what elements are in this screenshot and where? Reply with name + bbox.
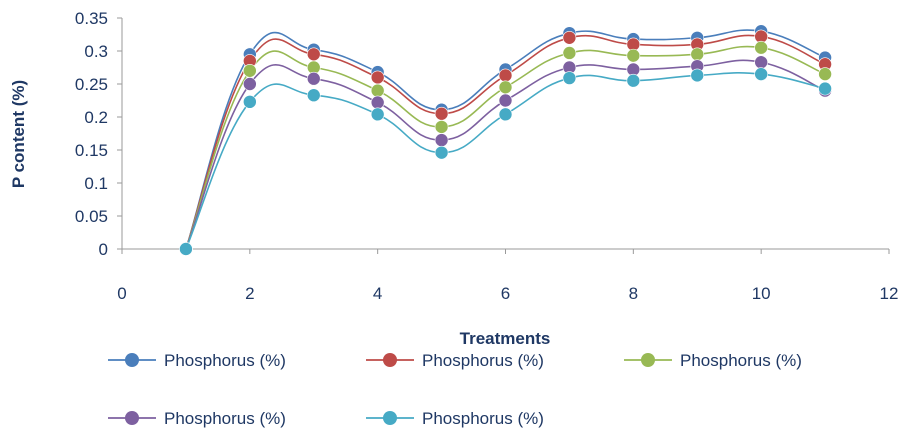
series-2-point bbox=[498, 68, 513, 83]
x-tick-label: 2 bbox=[245, 284, 254, 303]
series-2-point bbox=[370, 70, 385, 85]
legend-label: Phosphorus (%) bbox=[422, 409, 544, 428]
series-3-point bbox=[818, 67, 832, 81]
series-3-point bbox=[243, 64, 257, 78]
legend-label: Phosphorus (%) bbox=[422, 351, 544, 370]
legend-label: Phosphorus (%) bbox=[680, 351, 802, 370]
series-line-2 bbox=[185, 34, 826, 250]
y-tick-label: 0.05 bbox=[75, 207, 108, 226]
series-line-3 bbox=[185, 45, 826, 250]
y-tick-label: 0.25 bbox=[75, 75, 108, 94]
series-5-point bbox=[818, 81, 832, 96]
series-5-point bbox=[306, 88, 321, 103]
series-4-point bbox=[370, 95, 385, 110]
series-5-point bbox=[370, 107, 385, 122]
series-4-point bbox=[243, 77, 257, 91]
series-lines bbox=[185, 29, 826, 250]
series-5-point bbox=[179, 242, 193, 256]
legend-item-4: Phosphorus (%) bbox=[108, 409, 286, 428]
y-tick-label: 0.35 bbox=[75, 9, 108, 28]
legend-marker bbox=[125, 411, 139, 425]
series-5-point bbox=[243, 95, 257, 109]
series-3-point bbox=[754, 40, 768, 55]
legend-label: Phosphorus (%) bbox=[164, 409, 286, 428]
series-5-point bbox=[498, 107, 513, 122]
y-tick-label: 0.3 bbox=[84, 42, 108, 61]
series-markers bbox=[179, 24, 832, 256]
y-tick-label: 0.15 bbox=[75, 141, 108, 160]
x-tick-label: 12 bbox=[880, 284, 899, 303]
x-axis-title: Treatments bbox=[460, 329, 551, 348]
series-2-point bbox=[562, 30, 577, 45]
y-tick-label: 0 bbox=[99, 240, 108, 259]
chart-legend: Phosphorus (%) Phosphorus (%) Phosphorus (… bbox=[108, 351, 802, 428]
series-3-point bbox=[690, 47, 705, 62]
series-2-point bbox=[306, 47, 321, 62]
legend-marker bbox=[383, 411, 397, 425]
series-line-4 bbox=[185, 59, 826, 250]
series-4-point bbox=[754, 55, 768, 70]
y-tick-label: 0.1 bbox=[84, 174, 108, 193]
series-5-point bbox=[434, 145, 449, 160]
series-line-1 bbox=[185, 29, 826, 250]
x-tick-label: 6 bbox=[501, 284, 510, 303]
x-tick-label: 10 bbox=[752, 284, 771, 303]
legend-item-3: Phosphorus (%) bbox=[624, 351, 802, 370]
series-5-point bbox=[754, 67, 768, 81]
series-line-5 bbox=[185, 72, 826, 250]
y-tick-label: 0.2 bbox=[84, 108, 108, 127]
series-4-point bbox=[498, 93, 513, 108]
x-tick-label: 8 bbox=[629, 284, 638, 303]
series-4-point bbox=[434, 133, 449, 147]
legend-label: Phosphorus (%) bbox=[164, 351, 286, 370]
legend-item-1: Phosphorus (%) bbox=[108, 351, 286, 370]
series-4-point bbox=[306, 71, 321, 86]
y-axis-title: P content (%) bbox=[9, 80, 28, 188]
legend-marker bbox=[641, 353, 655, 367]
legend-marker bbox=[125, 353, 139, 367]
series-5-point bbox=[626, 73, 641, 88]
legend-marker bbox=[383, 353, 397, 367]
legend-item-5: Phosphorus (%) bbox=[366, 409, 544, 428]
series-3-point bbox=[498, 80, 513, 95]
series-3-point bbox=[626, 48, 641, 63]
series-5-point bbox=[690, 68, 705, 83]
series-3-point bbox=[562, 46, 577, 60]
series-3-point bbox=[434, 120, 449, 134]
series-2-point bbox=[434, 106, 449, 121]
x-tick-label: 4 bbox=[373, 284, 382, 303]
series-3-point bbox=[370, 83, 385, 98]
legend-item-2: Phosphorus (%) bbox=[366, 351, 544, 370]
series-5-point bbox=[562, 71, 577, 85]
x-tick-label: 0 bbox=[117, 284, 126, 303]
chart-axes: 0 0.05 0.1 0.15 0.2 0.25 0.3 0.35 0 2 4 6 8 10 12 bbox=[75, 9, 899, 303]
